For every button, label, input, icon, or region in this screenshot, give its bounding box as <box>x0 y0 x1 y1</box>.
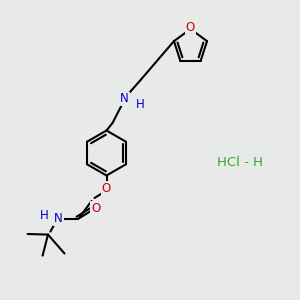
Text: O: O <box>92 202 100 215</box>
Text: N: N <box>120 92 129 106</box>
Text: O: O <box>186 21 195 34</box>
Text: H: H <box>40 209 49 222</box>
Text: HCl - H: HCl - H <box>217 155 263 169</box>
Text: O: O <box>102 182 111 195</box>
Text: N: N <box>54 212 63 226</box>
Text: H: H <box>136 98 145 111</box>
